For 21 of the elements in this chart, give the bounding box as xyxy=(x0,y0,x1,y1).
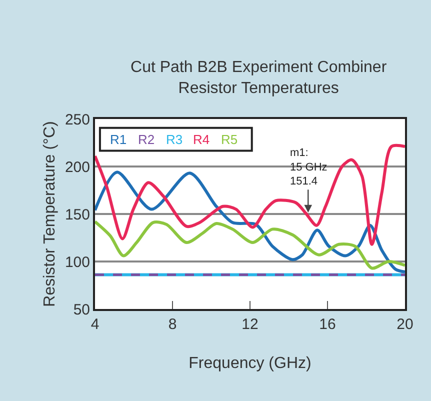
annotation: m1: 15 GHz 151.4 xyxy=(290,147,328,188)
line-series xyxy=(95,170,405,274)
x-tick-label: 16 xyxy=(319,316,336,333)
x-axis-title: Frequency (GHz) xyxy=(188,355,312,372)
x-tick-label: 8 xyxy=(168,316,177,333)
y-axis-title: Resistor Temperature (°C) xyxy=(41,121,58,307)
x-tick-label: 20 xyxy=(396,316,414,333)
text: R5 xyxy=(221,132,238,147)
y-tick-label: 200 xyxy=(64,158,90,176)
text: R3 xyxy=(166,132,183,147)
text: R1 xyxy=(110,132,127,147)
y-tick-label: 150 xyxy=(64,206,90,224)
y-tick-label: 250 xyxy=(64,111,90,128)
x-tick-label: 4 xyxy=(90,316,100,333)
text: R4 xyxy=(193,132,210,147)
text: R2 xyxy=(138,132,155,147)
chart-title: Cut Path B2B Experiment Combiner Resistor Temperatures xyxy=(130,59,388,97)
y-tick-label: 50 xyxy=(73,301,90,318)
x-tick-label: 12 xyxy=(242,316,258,333)
line-series xyxy=(95,220,405,270)
y-tick-label: 100 xyxy=(64,254,90,271)
